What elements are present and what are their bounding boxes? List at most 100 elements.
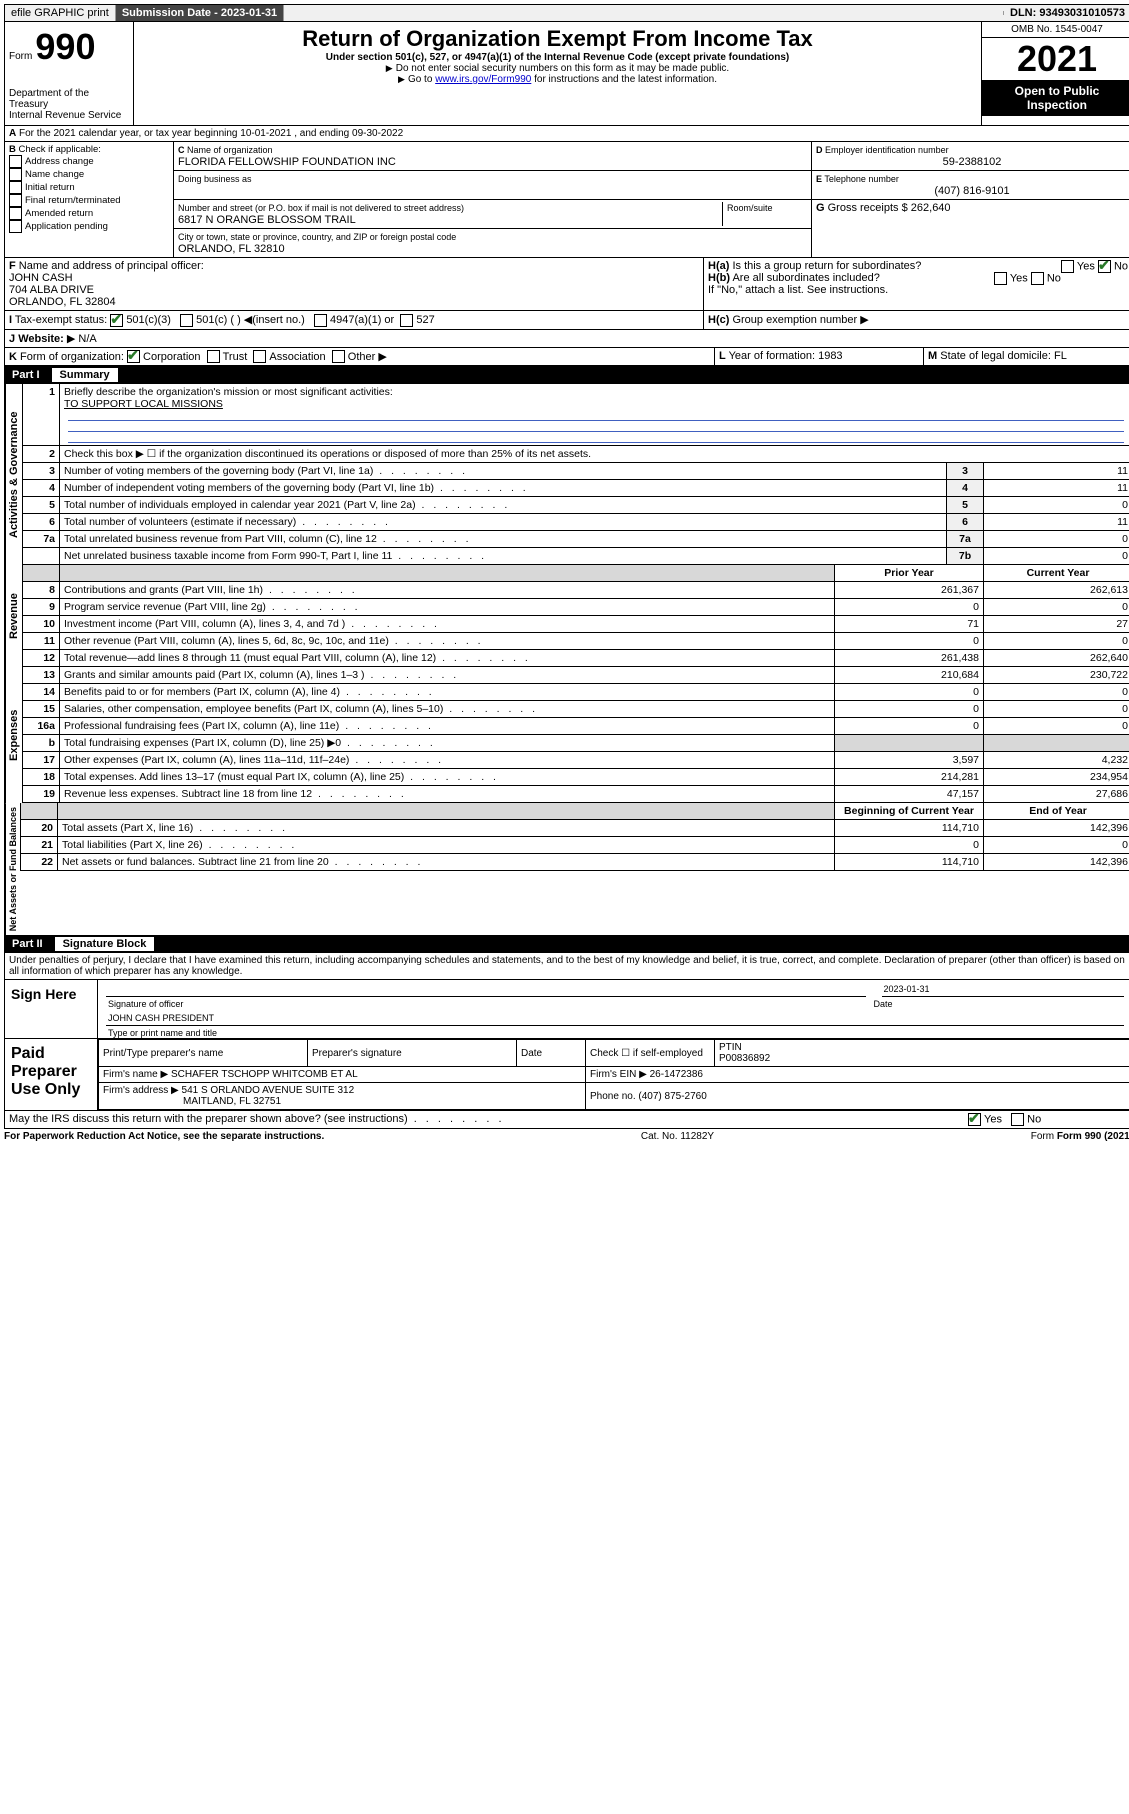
line-cy: 262,613: [984, 582, 1129, 599]
hb-yes-checkbox[interactable]: [994, 272, 1007, 285]
line-num: 12: [23, 650, 60, 667]
app-pending-checkbox[interactable]: [9, 220, 22, 233]
i-527-checkbox[interactable]: [400, 314, 413, 327]
line-py: 0: [835, 718, 984, 735]
discuss-yes-checkbox[interactable]: [968, 1113, 981, 1126]
line-py: 0: [835, 837, 984, 854]
amended-checkbox[interactable]: [9, 207, 22, 220]
line-text: Contributions and grants (Part VIII, lin…: [60, 582, 835, 599]
final-return-checkbox[interactable]: [9, 194, 22, 207]
cat-no: Cat. No. 11282Y: [641, 1131, 714, 1142]
footer: For Paperwork Reduction Act Notice, see …: [4, 1129, 1129, 1144]
line-text: Total expenses. Add lines 13–17 (must eq…: [60, 769, 835, 786]
line-text: Grants and similar amounts paid (Part IX…: [60, 667, 835, 684]
discuss-no: No: [1027, 1114, 1041, 1126]
hb-no-checkbox[interactable]: [1031, 272, 1044, 285]
b-prefix: B: [9, 144, 16, 155]
year-formation: 1983: [818, 350, 842, 362]
line-cy: 142,396: [984, 820, 1129, 837]
i-501c-checkbox[interactable]: [180, 314, 193, 327]
line-py: [835, 735, 984, 752]
line-num: 13: [23, 667, 60, 684]
pp-selfemp: Check ☐ if self-employed: [586, 1040, 715, 1067]
pra-notice: For Paperwork Reduction Act Notice, see …: [4, 1131, 324, 1142]
summary-na: Net Assets or Fund Balances Beginning of…: [4, 803, 1129, 935]
line-num: 8: [23, 582, 60, 599]
e-prefix: E: [816, 174, 822, 184]
line-num: 22: [21, 854, 58, 871]
line-val: 11: [984, 514, 1129, 531]
b-item-3: Final return/terminated: [25, 195, 121, 206]
line-cy: 0: [984, 701, 1129, 718]
line-num: 17: [23, 752, 60, 769]
line-text: Number of voting members of the governin…: [60, 463, 947, 480]
officer-addr2: ORLANDO, FL 32804: [9, 296, 116, 308]
line-py: 0: [835, 684, 984, 701]
discuss-yes: Yes: [984, 1114, 1002, 1126]
line-val: 0: [984, 548, 1129, 565]
i-501c3-checkbox[interactable]: [110, 314, 123, 327]
initial-return-checkbox[interactable]: [9, 181, 22, 194]
ptin-val: P00836892: [719, 1053, 770, 1064]
line-val: 0: [984, 531, 1129, 548]
gross-receipts: 262,640: [911, 202, 951, 214]
ein-value: 59-2388102: [816, 156, 1128, 168]
pp-col3: Date: [517, 1040, 586, 1067]
form-word: Form: [9, 51, 32, 62]
k-corp-checkbox[interactable]: [127, 350, 140, 363]
discuss-no-checkbox[interactable]: [1011, 1113, 1024, 1126]
line-py: 261,367: [835, 582, 984, 599]
line-py: 0: [835, 633, 984, 650]
vlabel-exp: Expenses: [5, 667, 22, 803]
line-num: 18: [23, 769, 60, 786]
ha-no-checkbox[interactable]: [1098, 260, 1111, 273]
line-code: 7a: [947, 531, 984, 548]
submission-date-button[interactable]: Submission Date - 2023-01-31: [116, 5, 284, 21]
line-py: 214,281: [835, 769, 984, 786]
mission-line-2: [68, 421, 1124, 432]
j-prefix: J: [9, 333, 15, 345]
line-num: b: [23, 735, 60, 752]
line-text: Other expenses (Part IX, column (A), lin…: [60, 752, 835, 769]
ha-prefix: H(a): [708, 260, 729, 272]
summary-exp: Expenses 13 Grants and similar amounts p…: [4, 667, 1129, 803]
row-a: A For the 2021 calendar year, or tax yea…: [4, 126, 1129, 142]
i-4947-checkbox[interactable]: [314, 314, 327, 327]
k-trust-checkbox[interactable]: [207, 350, 220, 363]
line-py: 210,684: [835, 667, 984, 684]
sign-here-section: Sign Here Signature of officer 2023-01-3…: [4, 980, 1129, 1039]
b-label: Check if applicable:: [19, 144, 101, 155]
q2-text: Check this box ▶ ☐ if the organization d…: [60, 446, 1129, 463]
ha-yes-checkbox[interactable]: [1061, 260, 1074, 273]
firm-ein-label: Firm's EIN: [590, 1069, 636, 1080]
sig-officer-label: Signature of officer: [98, 999, 874, 1009]
irs-link[interactable]: www.irs.gov/Form990: [435, 74, 531, 85]
row-i: I Tax-exempt status: 501(c)(3) 501(c) ( …: [4, 311, 1129, 330]
k-other-checkbox[interactable]: [332, 350, 345, 363]
ha-label: Is this a group return for subordinates?: [732, 260, 921, 272]
header-sub1: Under section 501(c), 527, or 4947(a)(1)…: [138, 52, 977, 63]
line-num: 5: [23, 497, 60, 514]
q1-num: 1: [23, 384, 60, 446]
form-title: Return of Organization Exempt From Incom…: [138, 26, 977, 52]
col-cy: Current Year: [984, 565, 1129, 582]
b-item-1: Name change: [25, 169, 84, 180]
q1-label: Briefly describe the organization's miss…: [64, 386, 393, 398]
col-de: D Employer identification number 59-2388…: [812, 142, 1129, 257]
addr-change-checkbox[interactable]: [9, 155, 22, 168]
efile-print-label[interactable]: efile GRAPHIC print: [5, 5, 116, 21]
open-inspection: Open to Public Inspection: [982, 80, 1129, 116]
line-cy: 0: [984, 633, 1129, 650]
k-assoc-checkbox[interactable]: [253, 350, 266, 363]
line-code: 7b: [947, 548, 984, 565]
row-fh: F Name and address of principal officer:…: [4, 258, 1129, 311]
na-head-blank: [21, 803, 58, 820]
firm-phone-label: Phone no.: [590, 1091, 636, 1102]
line-cy: 27: [984, 616, 1129, 633]
discuss-text: May the IRS discuss this return with the…: [9, 1113, 505, 1125]
hb-note: If "No," attach a list. See instructions…: [708, 284, 1128, 296]
name-title-label: Type or print name and title: [98, 1028, 1129, 1038]
irs-label: Internal Revenue Service: [9, 110, 129, 121]
firm-addr-label: Firm's address: [103, 1085, 168, 1096]
name-change-checkbox[interactable]: [9, 168, 22, 181]
